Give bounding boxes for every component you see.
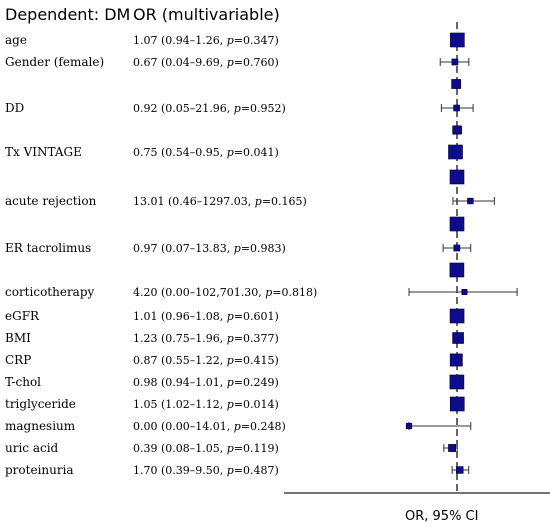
- row-label: T-chol: [5, 375, 41, 389]
- row-label: eGFR: [5, 309, 40, 323]
- row-or-value: 1.70 (0.39–9.50, p=0.487): [133, 464, 279, 477]
- or-marker: [405, 422, 413, 430]
- row-or-value: 1.05 (1.02–1.12, p=0.014): [133, 398, 279, 411]
- row-label: uric acid: [5, 441, 59, 455]
- or-marker: [449, 262, 465, 278]
- or-marker: [456, 466, 464, 474]
- or-marker: [452, 332, 464, 344]
- or-marker: [449, 374, 465, 390]
- header-dependent: Dependent: DM: [5, 5, 130, 24]
- or-marker: [448, 144, 463, 160]
- or-marker: [453, 104, 460, 112]
- row-or-value: 0.00 (0.00–14.01, p=0.248): [133, 420, 286, 433]
- row-label: magnesium: [5, 419, 76, 433]
- or-marker: [461, 289, 468, 295]
- x-axis-label: OR, 95% CI: [405, 509, 478, 524]
- or-marker: [449, 353, 463, 367]
- row-label: DD: [5, 101, 24, 115]
- or-marker: [449, 308, 465, 324]
- row-or-value: 0.97 (0.07–13.83, p=0.983): [133, 242, 286, 255]
- or-marker: [453, 244, 461, 252]
- or-marker: [467, 197, 474, 205]
- or-marker: [451, 58, 459, 66]
- row-label: proteinuria: [5, 463, 74, 477]
- forest-marks: [405, 32, 518, 474]
- row-label: BMI: [5, 331, 31, 345]
- or-marker: [449, 169, 465, 185]
- row-or-value: 0.75 (0.54–0.95, p=0.041): [133, 146, 279, 159]
- row-or-value: 0.98 (0.94–1.01, p=0.249): [133, 376, 279, 389]
- row-or-value: 1.23 (0.75–1.96, p=0.377): [133, 332, 279, 345]
- row-or-value: 0.87 (0.55–1.22, p=0.415): [133, 354, 279, 367]
- row-or-value: 0.92 (0.05–21.96, p=0.952): [133, 102, 286, 115]
- row-or-value: 1.07 (0.94–1.26, p=0.347): [133, 34, 279, 47]
- or-marker: [449, 216, 465, 232]
- row-or-value: 13.01 (0.46–1297.03, p=0.165): [133, 195, 307, 208]
- row-or-value: 1.01 (0.96–1.08, p=0.601): [133, 310, 279, 323]
- row-label: age: [5, 33, 27, 47]
- header-or-multivariable: OR (multivariable): [133, 5, 280, 24]
- row-label: acute rejection: [5, 194, 97, 208]
- or-marker: [450, 32, 465, 48]
- or-marker: [451, 79, 462, 89]
- or-marker: [449, 396, 465, 412]
- row-or-value: 4.20 (0.00–102,701.30, p=0.818): [133, 286, 317, 299]
- row-or-value: 0.39 (0.08–1.05, p=0.119): [133, 442, 279, 455]
- row-label: CRP: [5, 353, 31, 367]
- row-label: Gender (female): [5, 55, 104, 69]
- or-marker: [448, 444, 457, 452]
- row-label: ER tacrolimus: [5, 241, 91, 255]
- row-or-value: 0.67 (0.04–9.69, p=0.760): [133, 56, 279, 69]
- row-label: triglyceride: [5, 397, 76, 411]
- forest-rows: age 1.07 (0.94–1.26, p=0.347) Gender (fema…: [5, 33, 317, 477]
- row-label: corticotherapy: [5, 285, 95, 299]
- or-marker: [452, 125, 462, 135]
- row-label: Tx VINTAGE: [5, 145, 82, 159]
